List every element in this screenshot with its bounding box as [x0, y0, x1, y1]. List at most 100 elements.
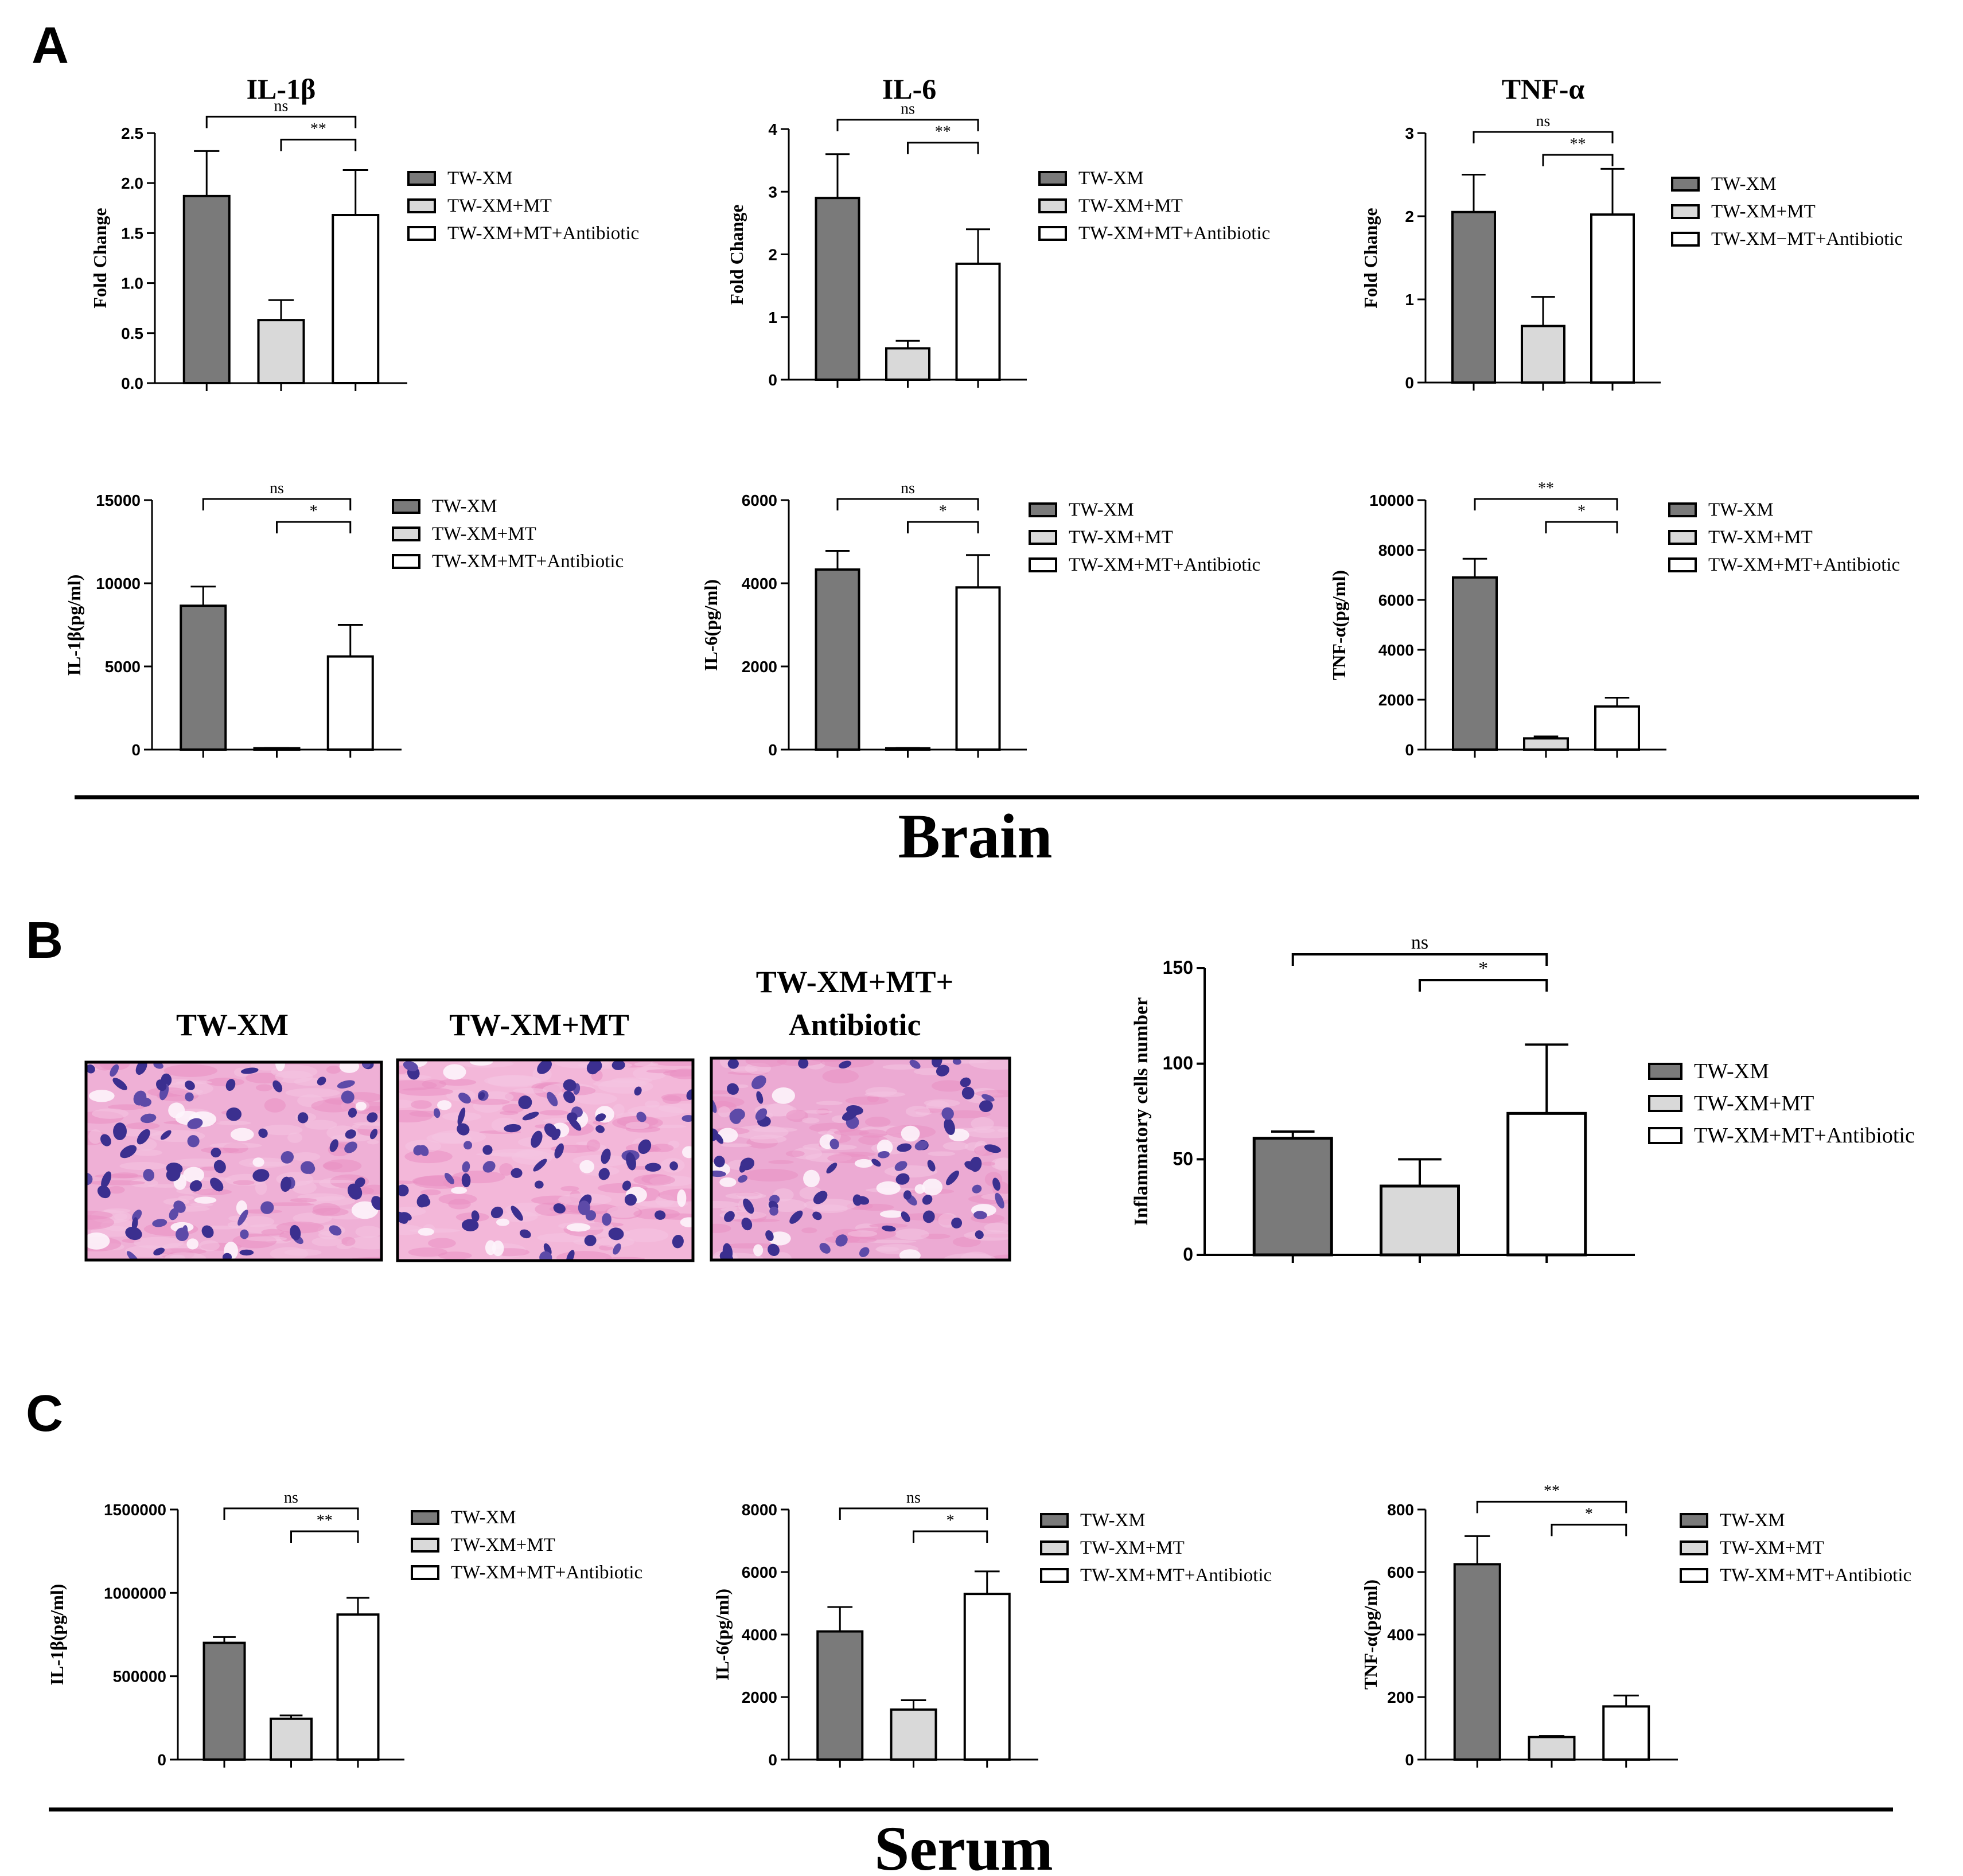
- legend-label: TW-XM: [1069, 500, 1134, 520]
- tissue-fiber: [200, 1167, 219, 1171]
- legend-swatch: [392, 499, 420, 514]
- y-tick-label: 6000: [742, 1563, 777, 1581]
- tissue-fiber: [470, 1098, 510, 1105]
- tissue-fiber: [745, 1058, 787, 1067]
- tissue-space: [677, 1189, 687, 1207]
- tissue-space: [339, 1062, 360, 1073]
- y-tick-label: 10000: [96, 575, 141, 592]
- tissue-fiber: [623, 1228, 669, 1243]
- cell-nucleus: [601, 1148, 611, 1164]
- tissue-fiber: [276, 1221, 325, 1234]
- significance-bracket: [205, 115, 357, 128]
- y-tick-label: 4000: [742, 575, 777, 592]
- tissue-fiber: [984, 1223, 1010, 1233]
- cell-nucleus: [894, 1161, 908, 1171]
- y-tick-label: 1.0: [121, 275, 143, 292]
- bar-tw-xm-mt: [885, 347, 930, 381]
- cell-nucleus: [185, 1081, 195, 1090]
- y-axis-title: Fold Change: [726, 204, 747, 305]
- tissue-space: [186, 1238, 199, 1250]
- tissue-fiber: [420, 1189, 441, 1196]
- bar-tw-xm: [816, 1630, 864, 1761]
- cell-nucleus: [522, 1111, 539, 1121]
- bar-tw-xm: [202, 1641, 246, 1761]
- cell-nucleus: [187, 1118, 203, 1129]
- tissue-fiber: [802, 1117, 820, 1124]
- tissue-space: [680, 1217, 693, 1227]
- y-axis-title: Fold Change: [1360, 208, 1381, 308]
- tissue-fiber: [502, 1103, 524, 1113]
- tissue-fiber: [260, 1202, 315, 1207]
- tissue-space: [183, 1167, 205, 1183]
- y-tick-label: 1.5: [121, 224, 143, 242]
- cell-nucleus: [457, 1123, 470, 1136]
- legend-label: TW-XM+MT: [1080, 1538, 1185, 1558]
- tissue-fiber: [294, 1078, 325, 1086]
- tissue: [711, 1058, 1010, 1260]
- cell-nucleus: [719, 1251, 734, 1260]
- y-tick-label: 3: [768, 183, 777, 201]
- bar-tw-xm-mt-antibiotic: [336, 1613, 380, 1761]
- bar-tw-xm: [815, 197, 860, 381]
- tissue-fiber: [439, 1079, 477, 1086]
- cell-nucleus: [743, 1198, 754, 1214]
- tissue-fiber: [931, 1080, 966, 1092]
- cell-nucleus: [153, 1247, 165, 1255]
- significance-label: ns: [1411, 932, 1428, 953]
- significance-bracket: [276, 521, 352, 533]
- bar-tw-xm-mt-antibiotic: [1602, 1705, 1650, 1761]
- cell-nucleus: [297, 1112, 309, 1124]
- legend-swatch: [1040, 1568, 1069, 1583]
- tissue-fiber: [598, 1236, 634, 1247]
- significance-bracket: [290, 1530, 359, 1543]
- chart-il1b-serum: IL-1β(pg/ml) 0 500000 1000000 1500000 ns ** TW-…: [46, 1489, 642, 1769]
- tissue-fiber: [264, 1098, 286, 1113]
- cell-nucleus: [586, 1061, 599, 1075]
- cell-nucleus: [972, 1184, 982, 1194]
- significance-label: **: [935, 123, 951, 141]
- image-border: [396, 1058, 695, 1262]
- cell-nucleus: [859, 1247, 870, 1257]
- cell-nucleus: [768, 1243, 780, 1256]
- tissue-space: [854, 1159, 874, 1168]
- cell-nucleus: [120, 1145, 137, 1159]
- cell-nucleus: [729, 1110, 742, 1124]
- cell-nucleus: [711, 1171, 726, 1177]
- section-label-serum: Serum: [874, 1813, 1053, 1876]
- significance-label: **: [1538, 479, 1554, 497]
- tissue-fiber: [539, 1110, 569, 1116]
- y-tick-label: 2000: [742, 1688, 777, 1706]
- cell-nucleus: [143, 1169, 154, 1181]
- tissue-fiber: [291, 1180, 317, 1194]
- chart-il6-fold-change: IL-6 Fold Change 0 1 2 3 4 ns ** TW-XM TW-XM+MT TW-…: [726, 73, 1270, 389]
- y-tick-label: 1500000: [104, 1501, 166, 1519]
- tissue-fiber: [290, 1198, 317, 1203]
- legend-label: TW-XM: [1711, 174, 1777, 194]
- tissue-fiber: [246, 1236, 287, 1242]
- significance-bracket: [836, 498, 979, 510]
- cell-nucleus: [612, 1060, 625, 1070]
- cell-nucleus: [226, 1107, 242, 1121]
- bar-tw-xm: [180, 604, 227, 751]
- cell-nucleus: [636, 1111, 646, 1122]
- tissue-fiber: [663, 1070, 693, 1077]
- significance-bracket: [907, 521, 979, 533]
- cell-nucleus: [240, 1229, 249, 1239]
- tissue-fiber: [752, 1127, 797, 1133]
- tissue-space: [803, 1169, 820, 1188]
- y-tick-label: 2000: [1378, 691, 1414, 709]
- y-axis-title: TNF-α(pg/ml): [1329, 570, 1349, 680]
- chart-title: IL-1β: [247, 73, 316, 105]
- y-tick-label: 6000: [1378, 591, 1414, 609]
- cell-nucleus: [260, 1201, 274, 1214]
- tissue-space: [88, 1090, 115, 1102]
- cell-nucleus: [86, 1064, 95, 1074]
- bar-tw-xm-mt-antibiotic: [955, 262, 1001, 381]
- legend-label: TW-XM+MT: [1694, 1091, 1814, 1116]
- y-tick-label: 15000: [96, 492, 141, 509]
- tissue-fiber: [428, 1238, 456, 1249]
- tissue-fiber: [107, 1185, 125, 1194]
- significance-label: ns: [906, 1489, 921, 1507]
- tissue-fiber: [857, 1203, 894, 1211]
